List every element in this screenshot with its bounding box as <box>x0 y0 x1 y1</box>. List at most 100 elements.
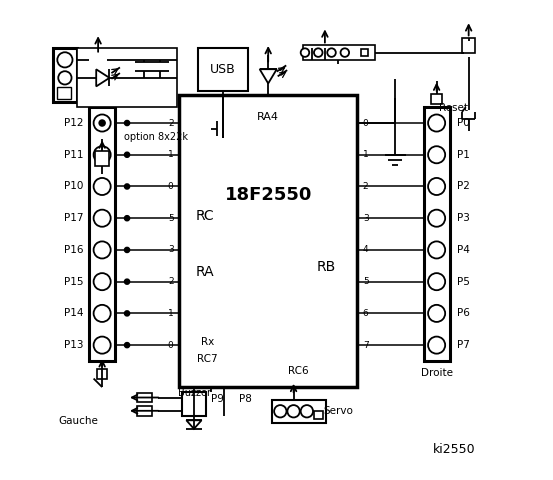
Circle shape <box>428 241 445 258</box>
Circle shape <box>93 305 111 322</box>
Text: P10: P10 <box>64 181 84 192</box>
Text: 3: 3 <box>363 214 369 223</box>
Text: ki2550: ki2550 <box>433 443 476 456</box>
Bar <box>57 86 71 98</box>
Text: P15: P15 <box>64 276 84 287</box>
Bar <box>315 411 323 420</box>
Text: 1: 1 <box>168 150 174 159</box>
Circle shape <box>288 405 300 418</box>
Bar <box>137 406 152 416</box>
Circle shape <box>93 241 111 258</box>
Bar <box>181 392 206 416</box>
Circle shape <box>314 48 322 57</box>
Circle shape <box>124 120 129 125</box>
Text: 6: 6 <box>363 309 369 318</box>
Circle shape <box>124 248 129 252</box>
Circle shape <box>428 178 445 195</box>
Bar <box>462 38 475 53</box>
Circle shape <box>93 178 111 195</box>
Text: 1: 1 <box>363 150 369 159</box>
Circle shape <box>93 146 111 163</box>
Bar <box>97 369 107 379</box>
Text: Reset: Reset <box>439 103 468 113</box>
Text: RB: RB <box>317 261 336 275</box>
Circle shape <box>428 146 445 163</box>
Bar <box>179 96 357 387</box>
Circle shape <box>428 210 445 227</box>
Text: 2: 2 <box>168 119 174 128</box>
Circle shape <box>58 52 72 68</box>
Bar <box>198 48 248 91</box>
Circle shape <box>100 120 105 126</box>
Circle shape <box>124 343 129 348</box>
Text: Servo: Servo <box>324 406 353 416</box>
Text: RC7: RC7 <box>197 354 218 364</box>
Text: P9: P9 <box>211 394 223 404</box>
Circle shape <box>274 405 286 418</box>
Text: P3: P3 <box>457 213 469 223</box>
Text: 0: 0 <box>363 119 369 128</box>
Circle shape <box>93 273 111 290</box>
Text: P13: P13 <box>64 340 84 350</box>
Circle shape <box>124 279 129 284</box>
Text: 18F2550: 18F2550 <box>225 185 312 204</box>
Text: P2: P2 <box>457 181 469 192</box>
Circle shape <box>93 114 111 132</box>
Text: P0: P0 <box>457 118 469 128</box>
Text: 1: 1 <box>168 309 174 318</box>
Text: 5: 5 <box>363 277 369 286</box>
Circle shape <box>428 305 445 322</box>
Bar <box>77 48 177 107</box>
Bar <box>431 94 442 104</box>
Text: 3: 3 <box>168 245 174 254</box>
Text: RA: RA <box>196 265 215 279</box>
Text: P4: P4 <box>457 245 469 255</box>
Bar <box>302 46 375 60</box>
Circle shape <box>428 336 445 354</box>
Text: 4: 4 <box>363 245 368 254</box>
Text: 0: 0 <box>168 341 174 349</box>
Text: P1: P1 <box>457 150 469 160</box>
Bar <box>89 55 107 65</box>
Text: P7: P7 <box>457 340 469 350</box>
Circle shape <box>124 311 129 316</box>
Circle shape <box>428 273 445 290</box>
Circle shape <box>428 114 445 132</box>
Bar <box>89 107 115 361</box>
Bar <box>424 107 450 361</box>
Text: P11: P11 <box>64 150 84 160</box>
Bar <box>53 48 77 102</box>
Text: 0: 0 <box>168 182 174 191</box>
Circle shape <box>58 71 71 84</box>
Circle shape <box>327 48 336 57</box>
Text: Rx: Rx <box>201 337 215 347</box>
Circle shape <box>124 152 129 157</box>
Text: USB: USB <box>210 63 236 76</box>
Text: P14: P14 <box>64 308 84 318</box>
Circle shape <box>124 184 129 189</box>
Text: 2: 2 <box>363 182 368 191</box>
Text: P17: P17 <box>64 213 84 223</box>
Text: Gauche: Gauche <box>58 416 98 426</box>
Text: 7: 7 <box>363 341 369 349</box>
Circle shape <box>301 48 309 57</box>
Text: 2: 2 <box>168 277 174 286</box>
Text: P6: P6 <box>457 308 469 318</box>
Circle shape <box>124 216 129 221</box>
Bar <box>137 393 152 402</box>
Circle shape <box>341 48 349 57</box>
Text: Droite: Droite <box>421 368 452 378</box>
Text: RC6: RC6 <box>288 366 309 376</box>
Circle shape <box>93 210 111 227</box>
Circle shape <box>301 405 313 418</box>
Bar <box>361 49 368 56</box>
Text: RA4: RA4 <box>257 112 279 121</box>
Text: P5: P5 <box>457 276 469 287</box>
Text: 5: 5 <box>168 214 174 223</box>
Text: P8: P8 <box>239 394 252 404</box>
Circle shape <box>93 336 111 354</box>
Text: P16: P16 <box>64 245 84 255</box>
Text: option 8x22k: option 8x22k <box>124 132 187 142</box>
Text: P12: P12 <box>64 118 84 128</box>
Text: Buzzer: Buzzer <box>179 388 211 398</box>
